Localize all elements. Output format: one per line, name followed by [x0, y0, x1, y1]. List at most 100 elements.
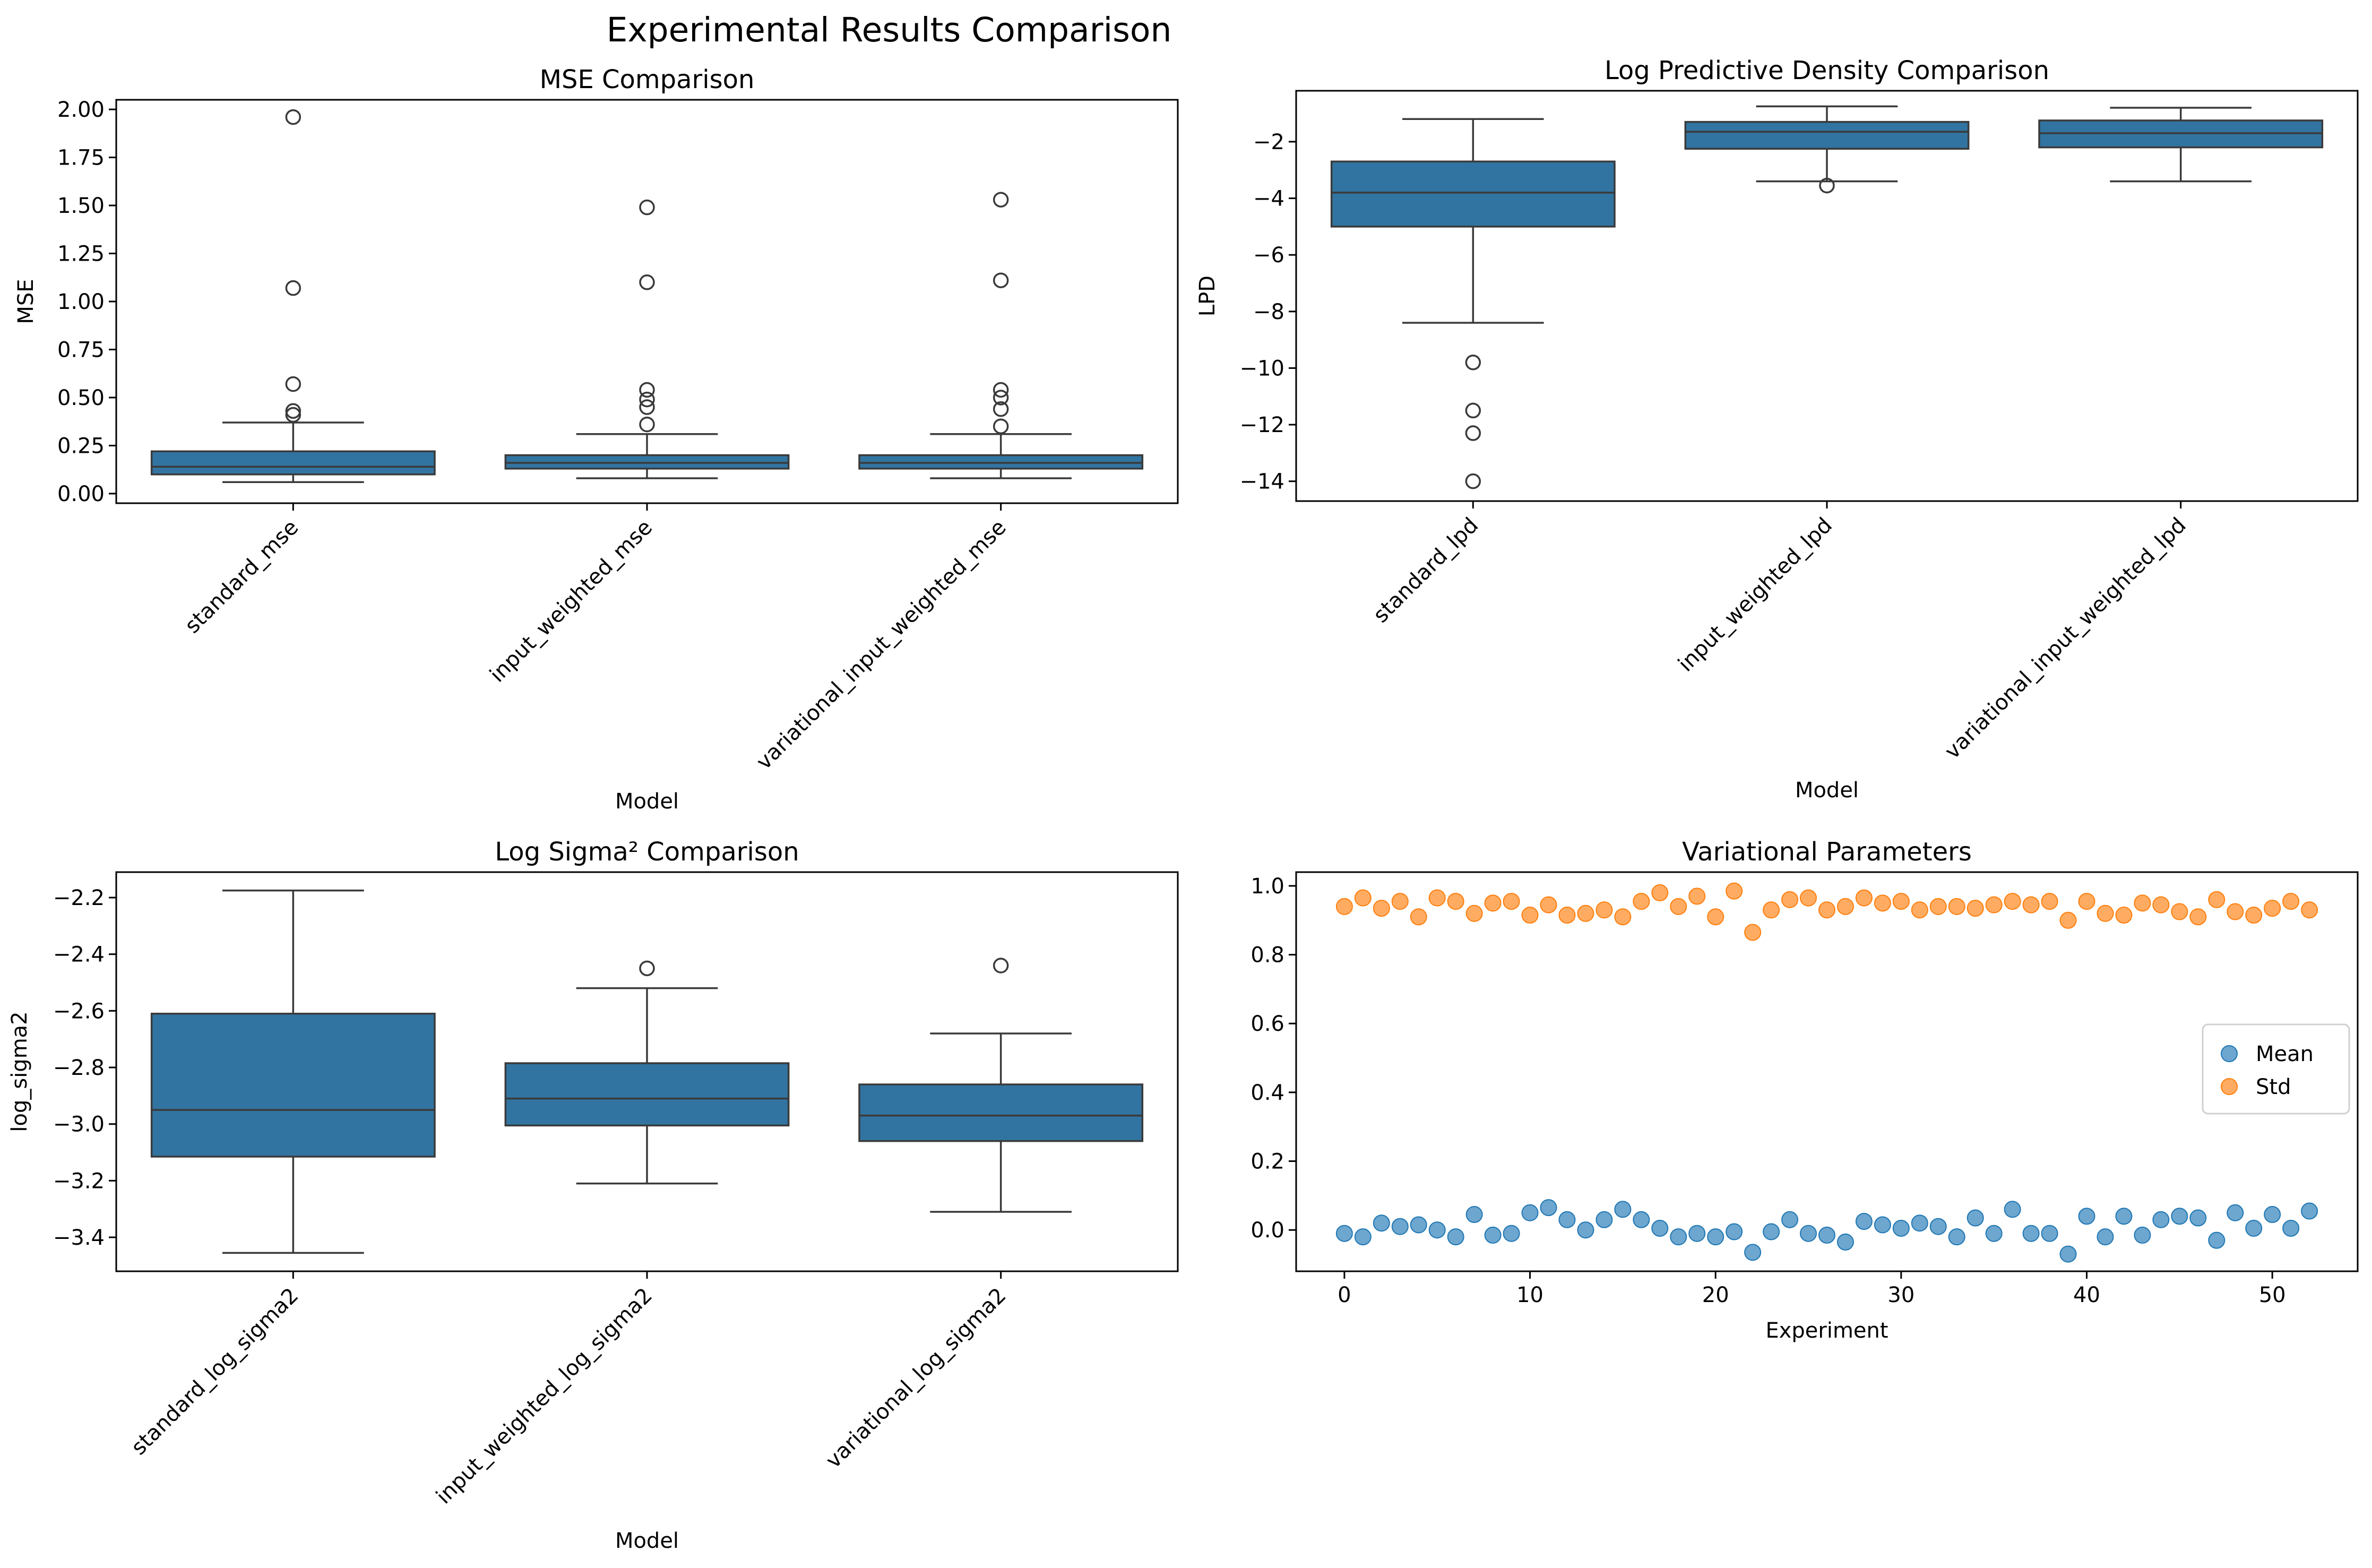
std-point — [2041, 893, 2058, 910]
std-point — [1985, 896, 2003, 914]
mean-point — [1966, 1209, 1984, 1227]
std-point — [1818, 901, 1835, 919]
outlier-point — [993, 958, 1009, 973]
iqr-box — [858, 454, 1144, 470]
mean-point — [1391, 1218, 1409, 1235]
variational-x-tick-label: 40 — [2073, 1283, 2100, 1307]
mean-point — [2152, 1211, 2170, 1228]
std-point — [1558, 907, 1576, 924]
std-point — [1948, 898, 1965, 915]
lpd-y-axis-label: LPD — [1195, 275, 1220, 316]
log-sigma2-box-1 — [504, 960, 790, 1185]
lpd-y-tick-label: −4 — [1253, 187, 1284, 211]
std-point — [1595, 901, 1613, 919]
mean-point — [1874, 1216, 1891, 1234]
std-point — [2171, 903, 2188, 920]
std-point — [1911, 901, 1928, 919]
mean-point — [1651, 1219, 1669, 1237]
mean-point — [1614, 1201, 1632, 1218]
outlier-point — [993, 192, 1009, 208]
std-point — [2097, 904, 2114, 922]
std-point — [2022, 896, 2040, 914]
std-point — [2004, 893, 2021, 910]
variational-y-tick-label: 0.0 — [1250, 1218, 1284, 1243]
std-point — [2301, 901, 2318, 919]
legend-label-mean: Mean — [2256, 1042, 2314, 1066]
lpd-y-tick-label: −14 — [1240, 470, 1284, 494]
mean-point — [2245, 1219, 2263, 1237]
mse-y-tick-label: 1.00 — [57, 290, 105, 314]
lpd-box-0 — [1330, 118, 1616, 489]
mean-point — [1744, 1244, 1762, 1261]
std-point — [1707, 908, 1724, 926]
lpd-y-tick-label: −12 — [1240, 413, 1284, 437]
log-sigma2-box-0 — [150, 889, 436, 1254]
variational-x-tick-label: 20 — [1702, 1283, 1729, 1307]
std-point — [1428, 889, 1446, 907]
std-point — [1577, 904, 1594, 922]
std-point — [2245, 907, 2263, 924]
mean-point — [2282, 1219, 2300, 1237]
std-point — [1540, 896, 1557, 914]
log-sigma2-y-tick-label: −3.4 — [53, 1226, 105, 1250]
outlier-point — [993, 272, 1009, 288]
mean-point — [2134, 1226, 2151, 1244]
log-sigma2-chart-title: Log Sigma² Comparison — [495, 837, 799, 867]
std-point — [1688, 888, 1706, 905]
outlier-point — [1465, 402, 1481, 419]
outlier-point — [285, 407, 301, 423]
mean-point — [1410, 1216, 1427, 1234]
std-point — [1614, 908, 1632, 926]
mean-point — [1707, 1228, 1724, 1246]
mse-y-tick-label: 1.50 — [57, 194, 105, 218]
mse-box-1 — [504, 199, 790, 479]
std-point — [1410, 908, 1427, 926]
std-point — [1354, 889, 1372, 907]
iqr-box — [1330, 160, 1616, 228]
std-point — [1836, 898, 1854, 915]
mse-y-tick-label: 1.75 — [57, 146, 105, 170]
log-sigma2-x-axis-label: Model — [615, 1529, 679, 1553]
outlier-point — [993, 418, 1009, 434]
std-point — [1744, 924, 1762, 941]
outlier-point — [993, 382, 1009, 398]
mean-point — [1911, 1214, 1928, 1232]
mean-point — [2097, 1228, 2114, 1246]
mse-y-tick-label: 2.00 — [57, 98, 105, 122]
std-point — [1335, 898, 1353, 915]
variational-y-tick-label: 0.8 — [1250, 943, 1284, 968]
outlier-point — [285, 109, 301, 125]
std-point — [1726, 882, 1743, 900]
std-point — [1391, 893, 1409, 910]
log-sigma2-y-tick-label: −2.8 — [53, 1056, 105, 1080]
series-std — [1335, 882, 2318, 941]
mean-point — [2171, 1208, 2188, 1225]
mean-point — [1929, 1218, 1947, 1235]
mean-point — [2041, 1225, 2058, 1242]
mse-y-tick-label: 1.25 — [57, 242, 105, 266]
mean-point — [1354, 1228, 1372, 1246]
outlier-point — [639, 416, 655, 433]
std-point — [1763, 901, 1780, 919]
mean-point — [1521, 1204, 1539, 1221]
iqr-box — [150, 450, 436, 476]
std-point — [1465, 904, 1483, 922]
std-point — [2078, 893, 2095, 910]
mean-point — [2115, 1208, 2133, 1225]
mean-point — [1633, 1211, 1650, 1228]
variational-x-tick-label: 10 — [1516, 1283, 1543, 1307]
std-point — [2227, 903, 2244, 920]
log-sigma2-y-axis-label: log_sigma2 — [7, 1011, 32, 1132]
mean-point — [2059, 1245, 2077, 1263]
figure-suptitle: Experimental Results Comparison — [607, 11, 1172, 49]
mse-y-axis-label: MSE — [14, 279, 38, 324]
std-point — [1484, 894, 1502, 912]
mean-point — [2022, 1225, 2040, 1242]
lpd-y-tick-label: −8 — [1253, 300, 1284, 324]
mse-y-tick-label: 0.50 — [57, 386, 105, 410]
lpd-x-axis-label: Model — [1795, 778, 1859, 803]
std-point — [2282, 893, 2300, 910]
lpd-y-tick-label: −2 — [1253, 130, 1284, 154]
log-sigma2-y-tick-label: −3.2 — [53, 1169, 105, 1193]
